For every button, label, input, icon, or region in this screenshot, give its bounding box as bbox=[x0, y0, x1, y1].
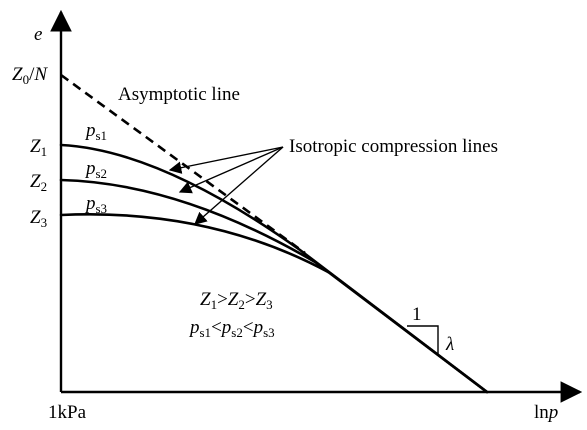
slope-rise-label: λ bbox=[445, 334, 454, 355]
z-relation: Z1>Z2>Z3 bbox=[200, 289, 273, 312]
slope-triangle bbox=[407, 325, 439, 354]
isotropic-lines-label: Isotropic compression lines bbox=[289, 136, 498, 157]
compression-curve-z3 bbox=[59, 213, 489, 394]
pointer-arrow-1 bbox=[168, 146, 284, 174]
pointer-arrow-2 bbox=[178, 146, 284, 194]
x-origin-label: 1kPa bbox=[48, 402, 87, 423]
pointer-arrow-3 bbox=[194, 146, 284, 225]
intercept-label: Z0/N bbox=[12, 64, 48, 87]
asymptotic-line-label: Asymptotic line bbox=[118, 84, 240, 105]
y-axis-label: e bbox=[34, 24, 42, 45]
ps1-label: ps1 bbox=[84, 120, 107, 143]
slope-run-label: 1 bbox=[412, 304, 422, 325]
x-axis-label: lnp bbox=[534, 402, 558, 423]
ps3-label: ps3 bbox=[84, 193, 107, 216]
z2-label: Z2 bbox=[30, 171, 47, 194]
z1-label: Z1 bbox=[30, 136, 47, 159]
ps-relation: ps1<ps2<ps3 bbox=[188, 317, 275, 340]
compression-curve-z1 bbox=[59, 143, 489, 394]
ps2-label: ps2 bbox=[84, 158, 107, 181]
z3-label: Z3 bbox=[30, 207, 47, 230]
asymptotic-line bbox=[60, 73, 306, 255]
compression-curve-z2 bbox=[59, 178, 489, 394]
